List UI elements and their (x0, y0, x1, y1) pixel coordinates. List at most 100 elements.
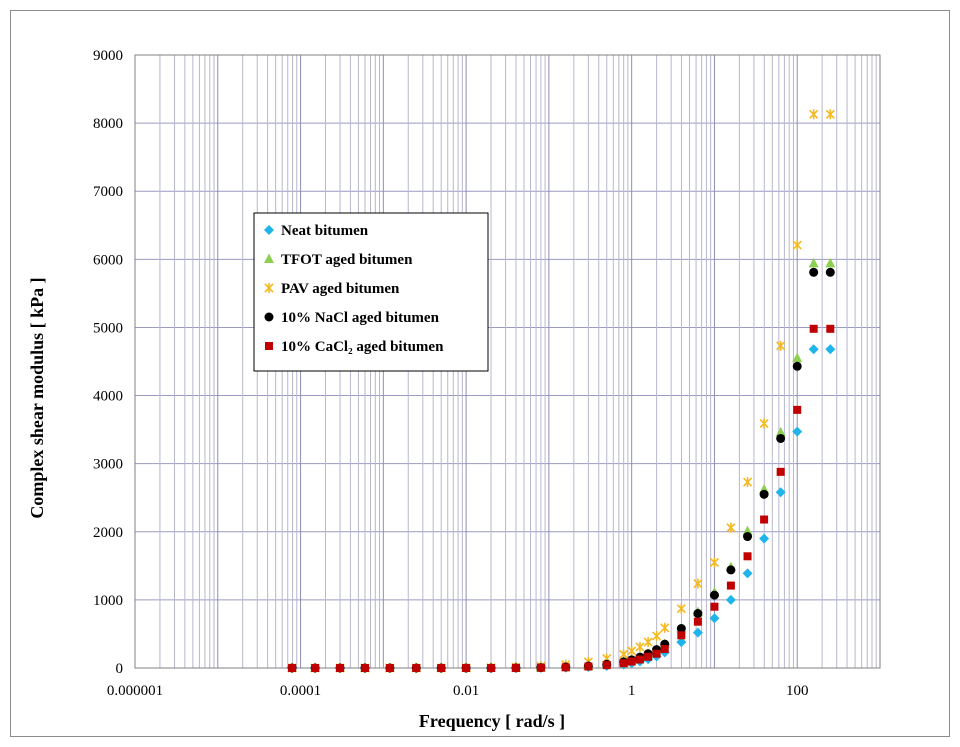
data-point (693, 609, 703, 619)
data-point (792, 352, 803, 363)
plot-area-border (134, 54, 881, 669)
y-tick-label: 9000 (93, 48, 123, 64)
data-point (709, 590, 719, 600)
y-axis-title: Complex shear modulus [ kPa ] (27, 277, 47, 518)
data-point (693, 578, 703, 589)
series-4 (288, 324, 835, 672)
legend-label: 10% NaCl aged bitumen (281, 310, 440, 326)
legend-marker (264, 225, 274, 235)
data-point (676, 637, 687, 648)
data-point (776, 433, 786, 443)
y-tick-label: 4000 (93, 389, 123, 405)
x-tick-label: 0.0001 (280, 683, 321, 699)
data-point (676, 623, 686, 633)
data-point (677, 631, 686, 640)
tick-labels: 0 1000 2000 3000 4000 5000 6000 7000 8000 9000 0.0… (93, 48, 808, 699)
legend-marker (265, 342, 273, 350)
legend-label: PAV aged bitumen (281, 281, 400, 297)
data-point (511, 663, 520, 672)
data-point (759, 489, 769, 499)
data-point (775, 426, 786, 437)
data-point (437, 664, 446, 672)
data-point (709, 557, 720, 568)
y-tick-label: 3000 (93, 457, 123, 473)
data-point (743, 552, 752, 561)
y-tick-label: 6000 (93, 252, 123, 268)
data-point (775, 487, 786, 498)
data-point (742, 477, 753, 488)
data-point (809, 109, 819, 120)
data-point (710, 602, 719, 611)
y-tick-label: 5000 (93, 320, 123, 336)
data-point (635, 655, 644, 664)
data-point (742, 568, 753, 579)
x-tick-label: 0.01 (453, 683, 479, 699)
data-point (619, 659, 628, 668)
legend-marker (264, 312, 274, 322)
legend: Neat bitumen TFOT aged bitumen PAV aged bi… (253, 212, 489, 372)
data-point (676, 603, 686, 614)
data-point (725, 594, 736, 605)
grid-lines (134, 54, 880, 669)
data-point (652, 630, 662, 641)
data-point (561, 663, 570, 672)
legend-label: 10% CaCl₂ aged bitumen (281, 339, 444, 355)
data-point (792, 240, 802, 251)
data-point (336, 664, 345, 672)
legend-marker (264, 283, 274, 293)
data-point (360, 664, 369, 672)
data-point (825, 109, 835, 120)
y-tick-label: 1000 (93, 593, 123, 609)
data-point (760, 515, 769, 524)
data-point (792, 361, 802, 371)
data-point (759, 533, 770, 544)
data-point (311, 664, 320, 672)
data-point (726, 581, 735, 590)
data-point (726, 565, 736, 575)
x-tick-label: 100 (786, 683, 809, 699)
data-point (692, 627, 703, 638)
legend-label: Neat bitumen (281, 223, 369, 239)
data-point (627, 645, 637, 656)
legend-label: TFOT aged bitumen (281, 252, 413, 268)
legend-marker (264, 253, 274, 263)
data-point (743, 532, 753, 542)
data-point (825, 257, 836, 268)
data-point (536, 663, 545, 672)
data-point (693, 617, 702, 626)
data-point (776, 467, 785, 476)
x-tick-label: 1 (628, 683, 636, 699)
data-point (643, 637, 653, 648)
data-points (287, 109, 836, 673)
data-point (759, 418, 769, 429)
data-point (462, 664, 471, 672)
y-tick-label: 8000 (93, 116, 123, 132)
data-point (644, 652, 653, 661)
y-tick-label: 2000 (93, 525, 123, 541)
data-point (709, 613, 720, 624)
data-point (635, 641, 645, 652)
data-point (602, 661, 611, 670)
data-point (809, 267, 819, 277)
data-point (825, 344, 836, 355)
data-point (652, 649, 661, 658)
y-tick-label: 7000 (93, 184, 123, 200)
data-point (826, 324, 835, 333)
series-0 (287, 344, 836, 673)
data-point (776, 340, 786, 351)
data-point (792, 426, 803, 437)
data-point (808, 344, 819, 355)
data-point (627, 657, 636, 666)
data-point (288, 664, 297, 672)
data-point (809, 324, 818, 333)
data-point (808, 257, 819, 268)
legend-box (253, 212, 489, 372)
data-point (825, 267, 835, 277)
x-tick-label: 0.000001 (107, 683, 163, 699)
data-point (742, 525, 753, 536)
data-point (660, 622, 670, 633)
data-point (487, 664, 496, 672)
data-point (385, 664, 394, 672)
data-point (726, 522, 736, 533)
data-point (412, 664, 421, 672)
